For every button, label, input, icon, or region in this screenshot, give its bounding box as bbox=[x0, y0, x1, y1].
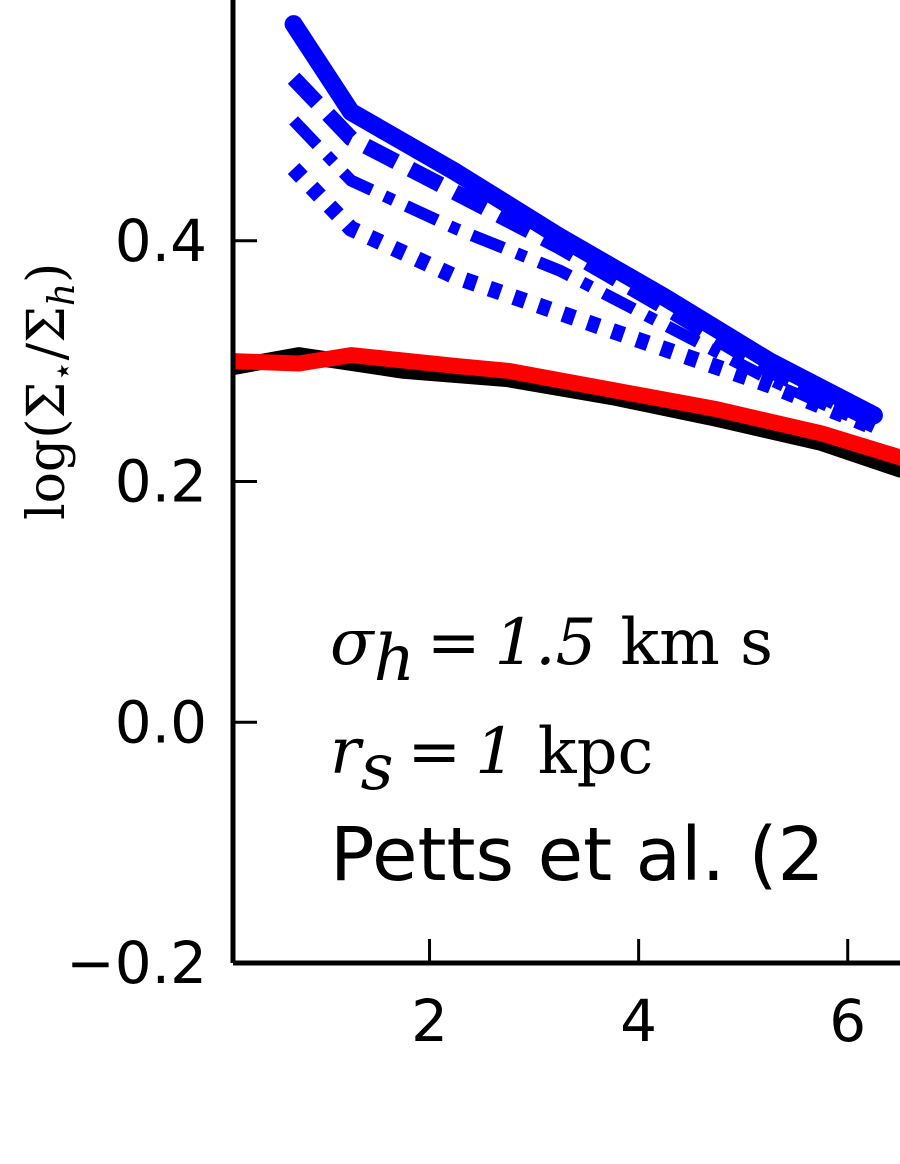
series-layer bbox=[233, 15, 900, 478]
annotation-sigma: σh = 1.5 km s bbox=[330, 606, 773, 696]
annotation-rs-sub: s bbox=[361, 731, 394, 805]
annotation-sigma-symbol: σ bbox=[330, 606, 376, 680]
series-line-blue-dotted bbox=[287, 162, 877, 435]
y-axis-label: log(Σ⋆/Σh) bbox=[17, 263, 83, 520]
series-line-blue-dashdot bbox=[289, 116, 877, 433]
annotation-group: σh = 1.5 km s rs = 1 kpc Petts et al. (2 bbox=[330, 606, 825, 898]
series-line-blue-dashed bbox=[287, 72, 878, 429]
x-tick-label: 6 bbox=[829, 987, 866, 1055]
ticks-layer: −0.2 0.0 0.2 0.4 2 4 6 bbox=[66, 207, 866, 1055]
annotation-sigma-value: 1.5 bbox=[495, 606, 597, 680]
annotation-ref: Petts et al. (2 bbox=[330, 812, 825, 898]
x-tick-label: 4 bbox=[620, 987, 657, 1055]
y-tick-label: −0.2 bbox=[66, 929, 207, 997]
annotation-rs-unit: kpc bbox=[538, 715, 654, 789]
x-tick-label: 2 bbox=[411, 987, 448, 1055]
annotation-sigma-eq: = bbox=[427, 606, 481, 680]
series-line-red-solid bbox=[233, 347, 900, 466]
annotation-rs-eq: = bbox=[407, 715, 461, 789]
annotation-sigma-unit: km s bbox=[620, 606, 773, 680]
annotation-rs-value: 1 bbox=[475, 715, 516, 789]
y-tick-label: 0.2 bbox=[115, 448, 207, 516]
annotation-rs-symbol: r bbox=[330, 715, 364, 789]
y-tick-label: 0.0 bbox=[115, 688, 207, 756]
y-tick-label: 0.4 bbox=[115, 207, 207, 275]
annotation-rs: rs = 1 kpc bbox=[330, 715, 653, 805]
annotation-sigma-sub: h bbox=[374, 622, 415, 696]
